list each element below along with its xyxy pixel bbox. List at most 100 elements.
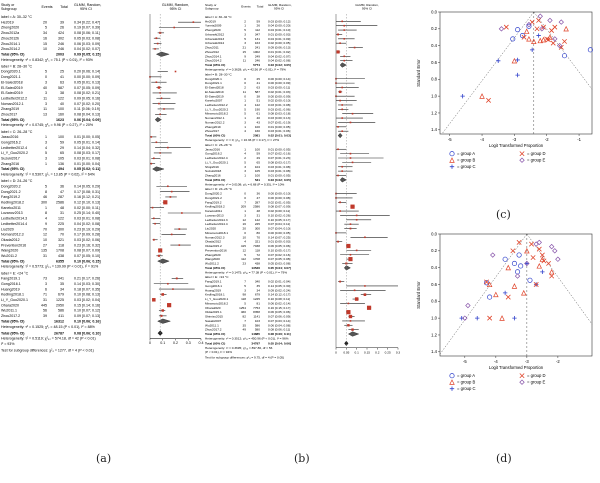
study-name: Zhou2017: [205, 129, 219, 133]
study-name: Minamoto2018.1: [205, 231, 228, 235]
header-events: Events: [42, 5, 53, 9]
study-name: Li_Y_Guo2020.1: [205, 160, 229, 164]
study-point: [173, 26, 176, 29]
study-events: 3: [45, 91, 47, 95]
study-total: 112: [255, 28, 260, 32]
study-total: 438: [255, 262, 260, 266]
x-tick-label: -4: [480, 137, 484, 142]
study-point: [170, 233, 173, 236]
study-total: 300: [58, 227, 64, 231]
y-tick-label: 0.4: [431, 265, 437, 270]
study-estimate: 0.10 [0.08; 0.11]: [268, 297, 290, 301]
study-estimate: 0.04 [0.02; 0.07]: [74, 47, 100, 51]
legend-label: = group E: [527, 380, 545, 385]
study-estimate: 0.07 [0.05; 0.10]: [74, 254, 100, 258]
study-total: 587: [255, 90, 260, 94]
study-estimate: 0.12 [0.10; 0.13]: [74, 201, 100, 205]
legend-label: = group B: [457, 158, 475, 163]
study-total: 2586: [56, 201, 64, 205]
study-events: 2: [244, 86, 246, 90]
study-total: 105: [255, 169, 260, 173]
funnel-plot-c: 0.0 0.2 0.4 0.6 0.8 1.0 1.2 1.4 -5 -4 -3 -2 -1 Logit …: [412, 4, 600, 200]
study-name: Zhou2012a: [1, 31, 19, 35]
funnel-point: [505, 264, 512, 271]
study-name: Zhang2019: [205, 125, 221, 129]
subgroup-diamond: [343, 265, 351, 271]
funnel-point: [505, 294, 511, 300]
study-total: 105: [58, 157, 64, 161]
study-name: El-Saied2019: [1, 86, 23, 90]
study-point: [337, 126, 339, 128]
study-name: Zheng2020: [1, 26, 19, 30]
study-total: 100: [255, 125, 260, 129]
subgroup-total-label: Total (95% CI): [1, 52, 25, 56]
header-study-2: Subgroup: [1, 7, 17, 11]
study-name: Zhou2014.2: [1, 47, 20, 51]
study-events: 2: [244, 19, 246, 23]
study-point: [339, 201, 341, 204]
study-point: [341, 20, 343, 23]
funnel-point: [523, 28, 530, 34]
study-events: 460: [241, 310, 246, 314]
study-total: 48: [60, 206, 64, 210]
study-estimate: 0.08 [0.03; 0.17]: [74, 151, 100, 155]
study-events: 23: [243, 262, 247, 266]
study-point: [172, 288, 174, 290]
study-events: 1: [244, 209, 246, 213]
study-name: Kaneko2011: [205, 209, 222, 213]
funnel-point: [545, 37, 551, 43]
study-estimate: 0.03 [0.01; 0.08]: [268, 165, 291, 169]
study-events: 5: [244, 160, 246, 164]
x-tick-label: 0.1: [160, 341, 165, 345]
study-estimate: 0.03 [0.00; 0.12]: [268, 19, 291, 23]
study-total: 287: [58, 195, 64, 199]
funnel-point: [563, 25, 569, 32]
study-total: 160: [255, 129, 260, 133]
study-estimate: 0.03 [0.00; 0.11]: [268, 86, 290, 90]
study-point: [152, 298, 156, 302]
study-point: [363, 293, 367, 296]
subgroup-diamond: [152, 166, 165, 172]
study-total: 1708: [56, 249, 64, 253]
study-events: 34: [43, 31, 47, 35]
study-point: [337, 33, 339, 36]
study-name: Dong2020.1: [1, 70, 21, 74]
study-events: 5: [45, 151, 47, 155]
subgroup-diamond: [339, 177, 347, 183]
subgroup-total-estimate: 0.03 [0.02; 0.05]: [268, 63, 291, 67]
study-total: 347: [255, 32, 260, 36]
funnel-left-line: [441, 11, 534, 135]
study-events: 5: [244, 253, 246, 257]
study-events: 4: [45, 146, 47, 150]
study-name: Zhou2017: [1, 113, 17, 117]
panel-label-b: (b): [294, 452, 310, 465]
funnel-point: [537, 37, 544, 44]
study-total: 40: [257, 116, 261, 120]
legend-marker: [449, 157, 455, 163]
study-point: [155, 37, 158, 40]
study-name: Noman2012.1: [1, 102, 24, 106]
study-name: Fang2019.1: [205, 280, 222, 284]
study-estimate: 0.08 [0.06; 0.11]: [268, 328, 290, 332]
study-point: [341, 165, 343, 168]
y-tick-label: 0.6: [431, 282, 437, 287]
funnel-point: [529, 241, 534, 247]
study-estimate: 0.07 [0.01; 0.19]: [268, 120, 291, 124]
study-name: El-Saied2019: [1, 91, 23, 95]
study-total: 246: [58, 47, 64, 51]
legend-marker: [519, 379, 525, 385]
study-total: 35: [257, 284, 261, 288]
study-estimate: 0.01 [0.00; 0.05]: [268, 174, 291, 178]
x-tick-label: 0.2: [375, 350, 380, 354]
study-total: 35: [60, 282, 64, 286]
study-total: 36: [60, 184, 64, 188]
study-point: [150, 136, 153, 138]
study-name: Wu2011.2: [205, 262, 219, 266]
study-events: 11: [243, 59, 246, 63]
study-total: 2950: [56, 303, 64, 307]
subgroup-total-estimate: 0.06 [0.04; 0.09]: [74, 118, 101, 122]
study-total: 38: [257, 94, 261, 98]
subgroup-diamond: [157, 258, 170, 264]
study-name: Zhou2014.1: [205, 54, 222, 58]
study-events: 11: [243, 90, 246, 94]
